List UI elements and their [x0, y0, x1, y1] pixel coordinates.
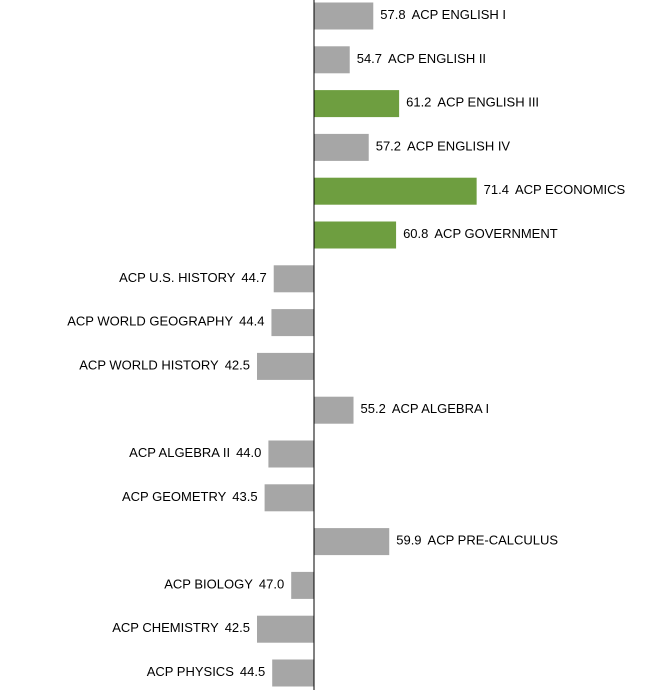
- value-label: 61.2: [406, 95, 431, 110]
- bar-label: ACP GEOMETRY 43.5: [122, 489, 258, 504]
- bar-label: 54.7 ACP ENGLISH II: [357, 51, 486, 66]
- bar: [314, 2, 374, 30]
- category-label: ACP PRE-CALCULUS: [428, 533, 559, 548]
- value-label: 44.7: [241, 270, 266, 285]
- bar-label: ACP ALGEBRA II 44.0: [129, 445, 261, 460]
- bar: [314, 221, 397, 249]
- bar: [314, 90, 400, 118]
- category-label: ACP PHYSICS: [147, 664, 235, 679]
- category-label: ACP GEOMETRY: [122, 489, 227, 504]
- bar-label: ACP CHEMISTRY 42.5: [112, 621, 250, 636]
- bar: [291, 571, 314, 599]
- category-label: ACP U.S. HISTORY: [119, 270, 236, 285]
- category-label: ACP ECONOMICS: [515, 183, 626, 198]
- value-label: 44.0: [236, 445, 261, 460]
- value-label: 44.4: [239, 314, 264, 329]
- category-label: ACP GOVERNMENT: [434, 226, 557, 241]
- bar: [273, 265, 314, 293]
- category-label: ACP BIOLOGY: [164, 577, 253, 592]
- value-label: 47.0: [259, 577, 284, 592]
- category-label: ACP CHEMISTRY: [112, 621, 219, 636]
- category-label: ACP ALGEBRA II: [129, 445, 230, 460]
- bar: [268, 440, 314, 468]
- bar-label: 71.4 ACP ECONOMICS: [484, 183, 626, 198]
- bar: [272, 659, 314, 687]
- value-label: 57.8: [380, 7, 405, 22]
- bar-label: 61.2 ACP ENGLISH III: [406, 95, 539, 110]
- value-label: 54.7: [357, 51, 382, 66]
- bar: [271, 309, 314, 337]
- bar-label: ACP WORLD HISTORY 42.5: [79, 358, 250, 373]
- category-label: ACP ALGEBRA I: [392, 402, 489, 417]
- category-label: ACP WORLD HISTORY: [79, 358, 219, 373]
- value-label: 42.5: [225, 621, 250, 636]
- bar-label: ACP U.S. HISTORY 44.7: [119, 270, 267, 285]
- bar-label: ACP PHYSICS 44.5: [147, 664, 266, 679]
- value-label: 60.8: [403, 226, 428, 241]
- bar-label: ACP BIOLOGY 47.0: [164, 577, 284, 592]
- category-label: ACP ENGLISH IV: [407, 139, 510, 154]
- value-label: 55.2: [361, 402, 386, 417]
- bar-label: 60.8 ACP GOVERNMENT: [403, 226, 558, 241]
- bar-label: 55.2 ACP ALGEBRA I: [361, 402, 490, 417]
- category-label: ACP WORLD GEOGRAPHY: [67, 314, 233, 329]
- value-label: 43.5: [232, 489, 257, 504]
- bar: [314, 46, 350, 74]
- bar: [257, 352, 314, 380]
- bar: [314, 528, 390, 556]
- category-label: ACP ENGLISH II: [388, 51, 486, 66]
- bar: [264, 484, 314, 512]
- bar-label: 57.2 ACP ENGLISH IV: [376, 139, 511, 154]
- bar-label: ACP WORLD GEOGRAPHY 44.4: [67, 314, 264, 329]
- bar: [314, 177, 477, 205]
- category-label: ACP ENGLISH I: [412, 7, 506, 22]
- value-label: 42.5: [225, 358, 250, 373]
- bar: [257, 615, 314, 643]
- bar: [314, 396, 354, 424]
- value-label: 57.2: [376, 139, 401, 154]
- value-label: 71.4: [484, 183, 509, 198]
- bar-label: 59.9 ACP PRE-CALCULUS: [396, 533, 558, 548]
- value-label: 59.9: [396, 533, 421, 548]
- bar-label: 57.8 ACP ENGLISH I: [380, 7, 506, 22]
- value-label: 44.5: [240, 664, 265, 679]
- bar: [314, 133, 369, 161]
- category-label: ACP ENGLISH III: [437, 95, 539, 110]
